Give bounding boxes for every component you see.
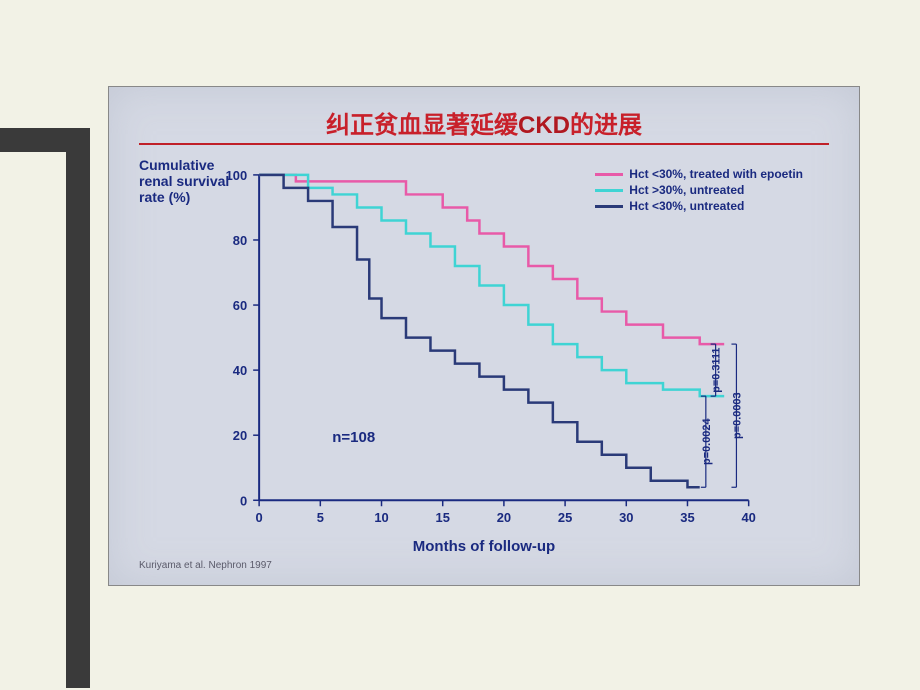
title-part-2: 的进展: [570, 112, 642, 139]
legend-swatch: [595, 189, 623, 192]
legend-swatch: [595, 205, 623, 208]
legend-item: Hct >30%, untreated: [595, 183, 803, 197]
svg-text:80: 80: [233, 233, 247, 248]
legend-label: Hct <30%, treated with epoetin: [629, 167, 803, 181]
title-ckd: CKD: [518, 112, 570, 139]
svg-text:p=0.0024: p=0.0024: [701, 418, 713, 465]
title-underline: [139, 143, 829, 145]
chart-svg: 0 5 10 15 20 25 30 35 40 0 20 40 60 80 100 p=0.0024 p=0.…: [139, 157, 829, 555]
svg-text:30: 30: [619, 510, 633, 525]
svg-text:20: 20: [233, 428, 247, 443]
legend: Hct <30%, treated with epoetin Hct >30%, …: [595, 167, 803, 215]
n-label: n=108: [332, 429, 375, 446]
decoration-bar-v: [66, 128, 90, 688]
survival-chart: Cumulative renal survival rate (%) 05101…: [139, 157, 829, 555]
svg-text:10: 10: [374, 510, 388, 525]
svg-text:5: 5: [317, 510, 324, 525]
svg-text:p=0.3111: p=0.3111: [711, 347, 723, 392]
svg-text:25: 25: [558, 510, 572, 525]
svg-text:20: 20: [497, 510, 511, 525]
legend-swatch: [595, 173, 623, 176]
legend-item: Hct <30%, treated with epoetin: [595, 167, 803, 181]
legend-item: Hct <30%, untreated: [595, 199, 803, 213]
svg-text:100: 100: [226, 168, 248, 183]
citation: Kuriyama et al. Nephron 1997: [139, 560, 272, 571]
svg-text:35: 35: [680, 510, 694, 525]
svg-text:0: 0: [256, 510, 263, 525]
legend-label: Hct >30%, untreated: [629, 183, 744, 197]
slide-photo: 纠正贫血显著延缓CKD的进展 Cumulative renal survival…: [108, 86, 860, 586]
svg-text:40: 40: [233, 363, 247, 378]
svg-text:p=0.0003: p=0.0003: [731, 392, 743, 439]
legend-label: Hct <30%, untreated: [629, 199, 744, 213]
slide-title: 纠正贫血显著延缓CKD的进展: [109, 105, 859, 140]
x-axis-label: Months of follow-up: [139, 538, 829, 555]
svg-text:60: 60: [233, 298, 247, 313]
svg-text:40: 40: [741, 510, 755, 525]
svg-text:15: 15: [436, 510, 450, 525]
title-part-1: 纠正贫血显著延缓: [326, 112, 518, 139]
svg-text:0: 0: [240, 493, 247, 508]
